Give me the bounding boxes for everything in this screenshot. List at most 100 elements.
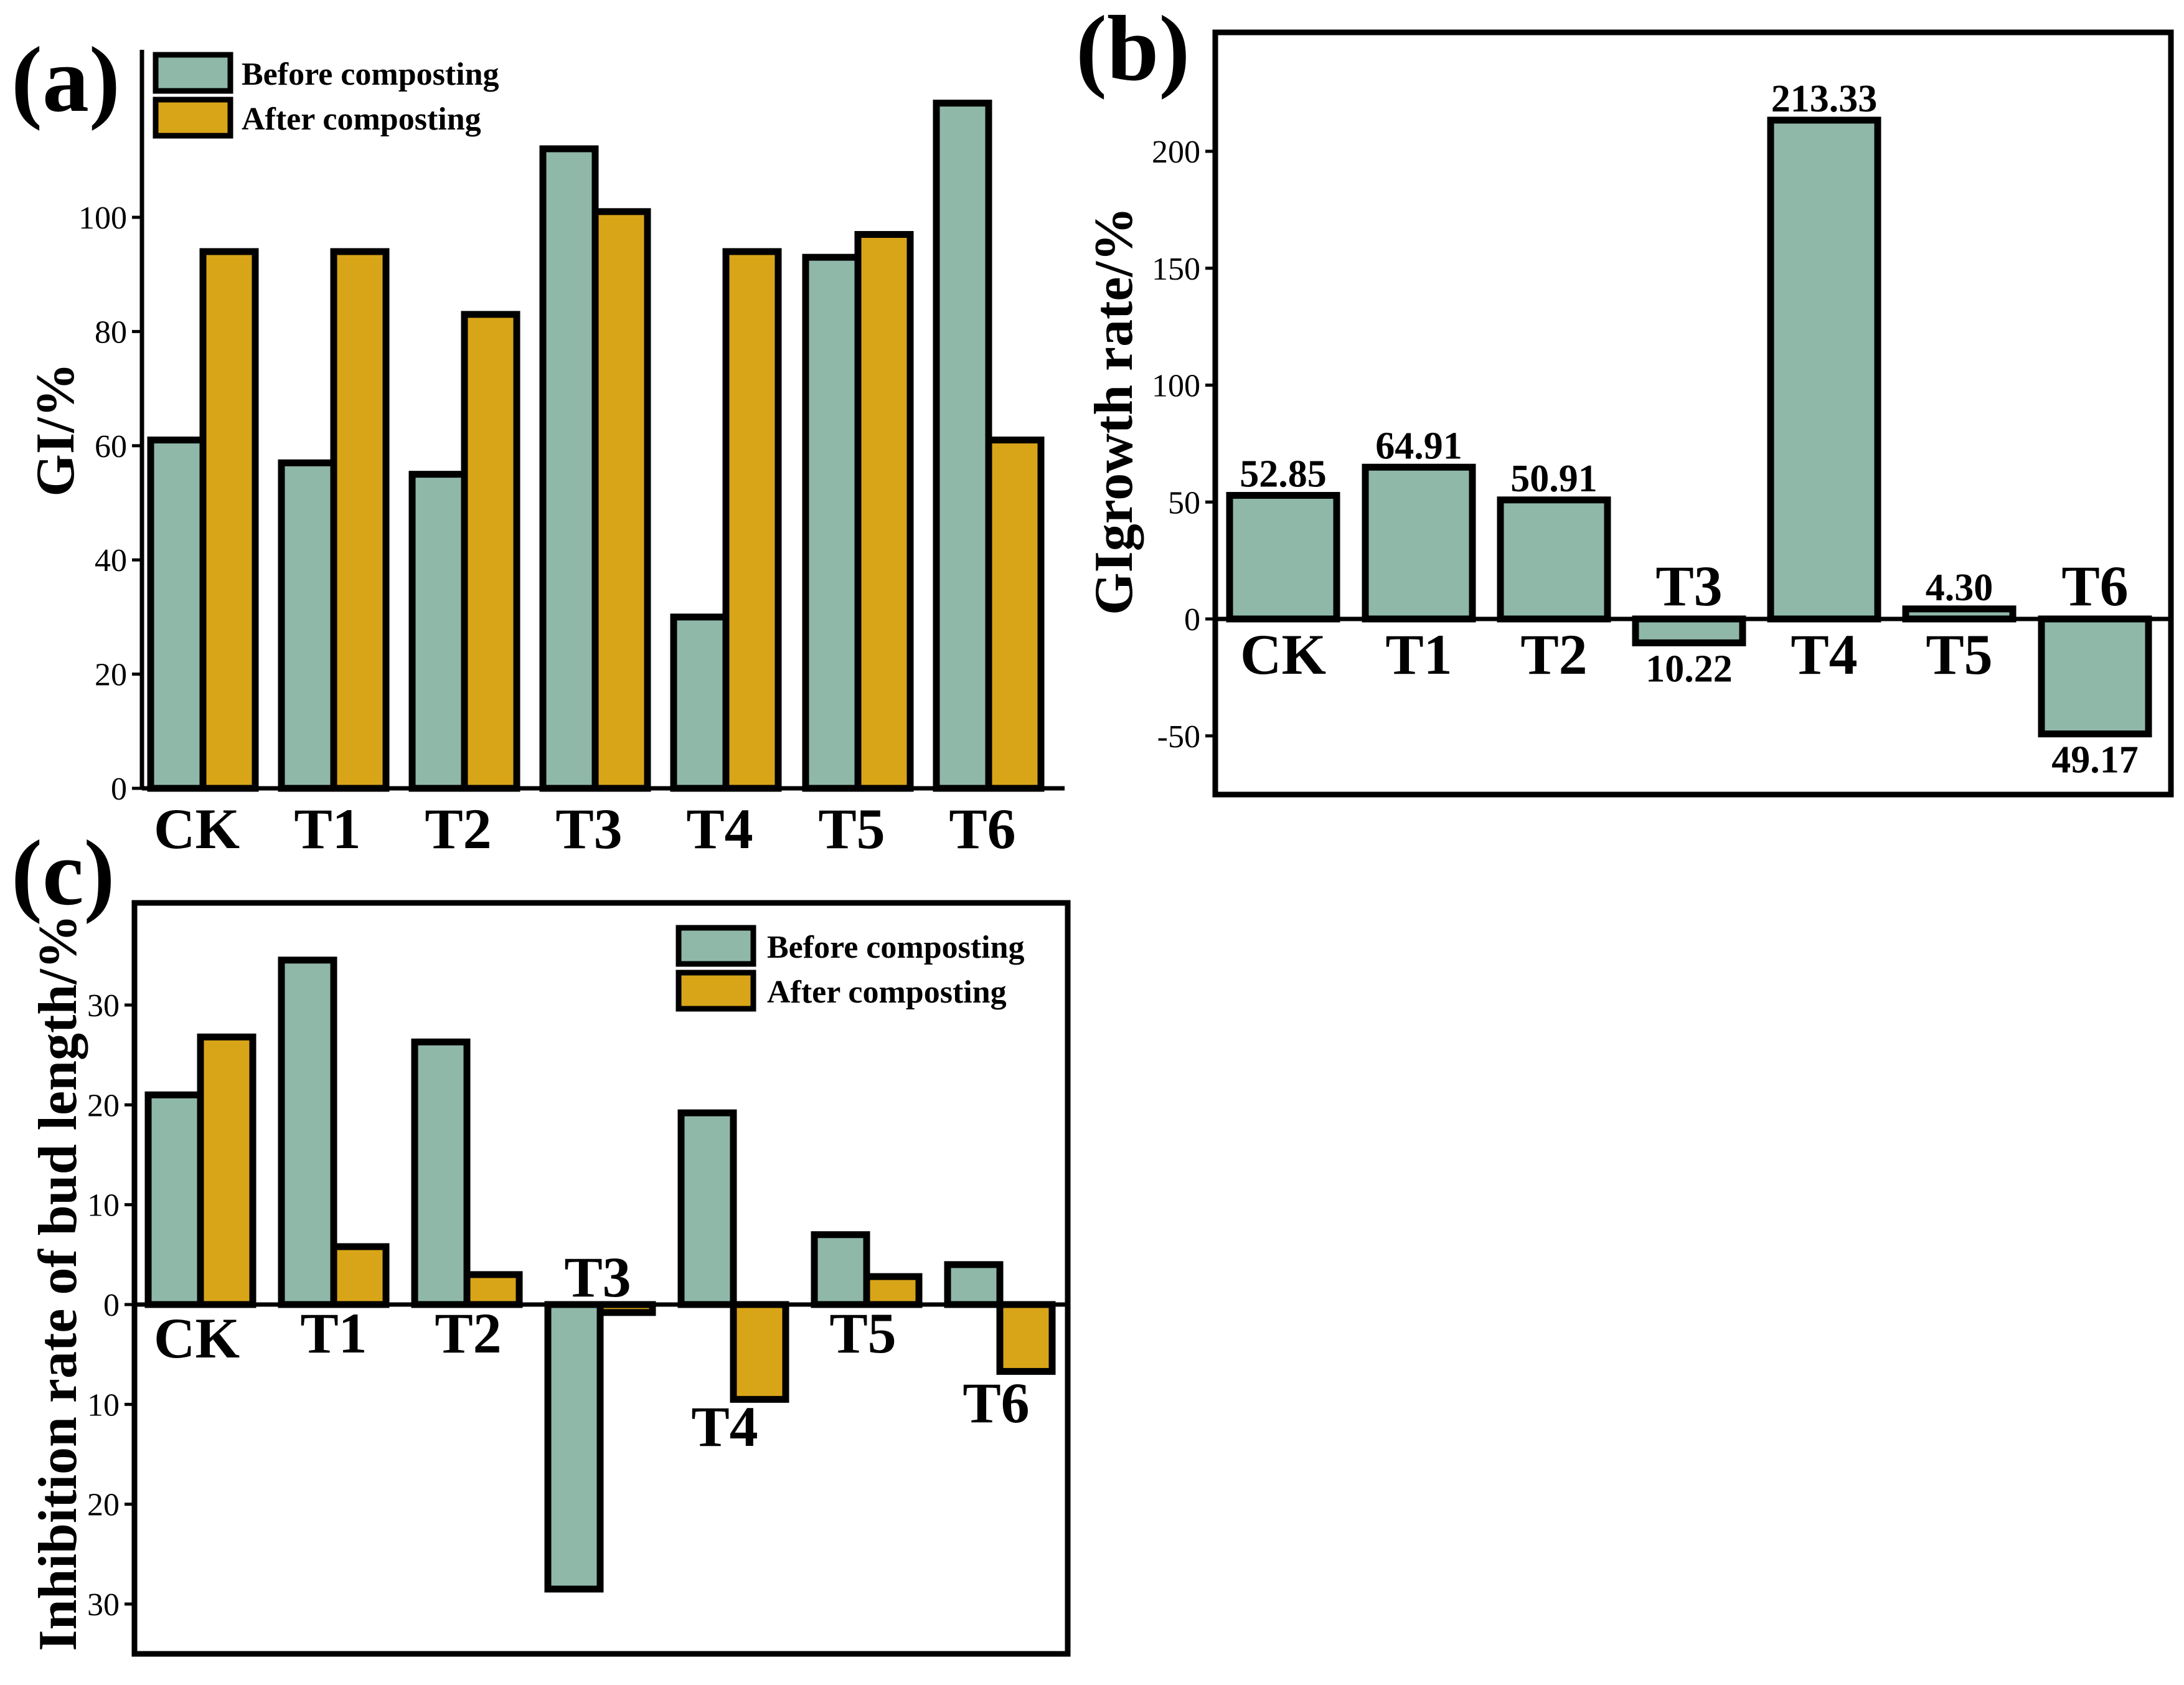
panel-c-category-label: T4 bbox=[691, 1395, 758, 1458]
panel-c-y-tick-label: 10 bbox=[87, 1387, 120, 1423]
panel-b-value-label: 64.91 bbox=[1375, 425, 1462, 467]
panel-c-category-label: T2 bbox=[435, 1301, 501, 1365]
panel-c-y-tick-label: 20 bbox=[87, 1088, 120, 1123]
panel-b-value-label: 52.85 bbox=[1240, 453, 1327, 496]
panel-a-bar-after-t6 bbox=[985, 437, 1045, 792]
panel-a-bars bbox=[147, 100, 1045, 792]
panel-b-bar-ck bbox=[1226, 492, 1340, 623]
panel-b-bar-t1 bbox=[1362, 463, 1476, 623]
panel-a-bar-before-t2 bbox=[408, 471, 468, 792]
panel-b-category-label: T2 bbox=[1520, 623, 1587, 686]
panel-c-category-labels: CK T1 T2 T3 T4 T5 T6 bbox=[154, 1245, 1030, 1458]
panel-c-bar-before-t6 bbox=[944, 1261, 1004, 1308]
panel-a-legend-label-before: Before composting bbox=[242, 57, 499, 92]
panel-a-category-label: T2 bbox=[425, 797, 491, 861]
panel-a-bar-before-ck bbox=[147, 437, 207, 792]
panel-b-category-label: T3 bbox=[1655, 554, 1722, 618]
panel-a-bar-after-t3 bbox=[591, 208, 651, 792]
panel-c-legend-label-before: Before composting bbox=[767, 930, 1025, 965]
panel-c-y-tick-label: 30 bbox=[87, 1587, 120, 1623]
panel-a-y-tick-label: 100 bbox=[78, 201, 127, 236]
panel-a-category-label: T5 bbox=[818, 797, 885, 861]
panel-b-letter: (b) bbox=[1076, 0, 1190, 100]
panel-b-y-tick-label: 150 bbox=[1152, 252, 1200, 287]
panel-c-legend-label-after: After composting bbox=[767, 975, 1007, 1010]
panel-a-legend-label-after: After composting bbox=[242, 101, 481, 137]
panel-c-bar-before-t2 bbox=[411, 1038, 471, 1308]
panel-c-y-tick-label: 30 bbox=[87, 988, 120, 1024]
panel-b-value-label: 10.22 bbox=[1645, 648, 1733, 690]
panel-a-legend: Before composting After composting bbox=[153, 52, 499, 139]
panel-c-category-label: T3 bbox=[564, 1245, 631, 1309]
panel-b-value-label: 50.91 bbox=[1510, 458, 1598, 500]
panel-c-bar-after-t4 bbox=[730, 1301, 789, 1403]
panel-a-y-tick-label: 80 bbox=[95, 314, 127, 350]
panel-a-bar-after-t4 bbox=[722, 248, 782, 792]
panel-a-bar-after-ck bbox=[199, 248, 259, 792]
panel-a-category-label: T4 bbox=[686, 797, 753, 861]
panel-c-y-axis-label: Inhibition rate of bud length/% bbox=[28, 914, 88, 1651]
panel-c-frame bbox=[131, 900, 1071, 1657]
panel-b-chart: (b) GIgrowth rate/% -50 0 50 100 150 200 CK T1… bbox=[1076, 0, 2174, 798]
panel-c-bar-before-ck bbox=[144, 1091, 204, 1308]
panel-c-letter: (c) bbox=[11, 821, 115, 925]
panel-b-value-labels: 52.85 64.91 50.91 10.22 213.33 4.30 49.17 bbox=[1240, 78, 2139, 781]
panel-b-y-tick-label: 200 bbox=[1152, 135, 1200, 170]
panel-a-category-label: T3 bbox=[555, 797, 622, 861]
panel-b-y-axis-label: GIgrowth rate/% bbox=[1084, 207, 1144, 615]
panel-a-bar-before-t3 bbox=[539, 145, 599, 792]
panel-c-legend-swatch-after bbox=[675, 970, 756, 1012]
panel-c-bar-after-t1 bbox=[330, 1243, 390, 1308]
panel-b-y-tick-label: -50 bbox=[1157, 719, 1200, 755]
panel-b-frame bbox=[1212, 29, 2174, 798]
panel-a-category-label: T6 bbox=[949, 797, 1015, 861]
panel-c-y-tick-label: 0 bbox=[103, 1288, 120, 1323]
panel-c-category-label: T6 bbox=[963, 1371, 1029, 1435]
panel-a-bar-after-t2 bbox=[461, 311, 520, 792]
panel-a-bar-before-t4 bbox=[670, 613, 730, 792]
panel-b-category-label: CK bbox=[1240, 623, 1326, 686]
panel-b-bar-t4 bbox=[1767, 116, 1881, 623]
panel-a-bar-after-t5 bbox=[854, 231, 914, 792]
panel-c-bar-before-t1 bbox=[278, 956, 337, 1308]
panel-c-bar-before-t4 bbox=[677, 1109, 737, 1308]
panel-c-category-label: CK bbox=[154, 1306, 240, 1370]
panel-b-value-label: 49.17 bbox=[2051, 739, 2139, 781]
panel-a-y-tick-label: 40 bbox=[95, 543, 127, 578]
panel-a-legend-swatch-before bbox=[153, 52, 233, 94]
panel-b-y-tick-label: 100 bbox=[1152, 369, 1200, 404]
panel-b-value-label: 213.33 bbox=[1771, 78, 1878, 120]
panel-a-bar-before-t5 bbox=[802, 253, 862, 792]
panel-a-legend-swatch-after bbox=[153, 97, 233, 139]
panel-c-category-label: T1 bbox=[300, 1301, 367, 1365]
panel-a-y-tick-label: 20 bbox=[95, 658, 127, 693]
panel-b-category-label: T5 bbox=[1926, 623, 1992, 686]
panel-b-category-label: T4 bbox=[1791, 623, 1857, 686]
panel-a-y-tick-label: 0 bbox=[111, 772, 127, 807]
panel-a-y-tick-label: 60 bbox=[95, 429, 127, 465]
panel-c-bar-after-t6 bbox=[996, 1301, 1056, 1375]
panel-b-category-label: T6 bbox=[2061, 554, 2128, 618]
panel-c-legend: Before composting After composting bbox=[675, 925, 1025, 1012]
panel-a-y-ticks: 0 20 40 60 80 100 bbox=[78, 201, 142, 807]
panel-b-y-tick-label: 50 bbox=[1168, 485, 1200, 521]
panel-b-bars bbox=[1226, 116, 2152, 738]
panel-b-category-labels: CK T1 T2 T3 T4 T5 T6 bbox=[1240, 554, 2129, 686]
panel-c-bar-after-t5 bbox=[863, 1273, 923, 1308]
panel-c-bar-before-t5 bbox=[811, 1231, 870, 1308]
panel-a-category-labels: CK T1 T2 T3 T4 T5 T6 bbox=[154, 797, 1016, 861]
panel-c-bars bbox=[144, 956, 1056, 1593]
panel-b-bar-t2 bbox=[1497, 496, 1611, 623]
panel-c-bar-after-t2 bbox=[463, 1271, 523, 1308]
panel-b-value-label: 4.30 bbox=[1926, 567, 1993, 609]
panel-c-bar-before-t3 bbox=[544, 1301, 604, 1593]
panel-b-bar-t6 bbox=[2038, 615, 2152, 738]
panel-a-letter: (a) bbox=[11, 28, 120, 131]
panel-b-y-tick-label: 0 bbox=[1184, 602, 1200, 638]
panel-c-category-label: T5 bbox=[829, 1301, 896, 1365]
panel-c-y-ticks: 30 20 10 0 10 20 30 bbox=[87, 988, 134, 1623]
panel-a-y-axis-label: GI/% bbox=[26, 362, 86, 496]
panel-c-bar-after-ck bbox=[197, 1033, 257, 1308]
panel-a-bar-after-t1 bbox=[330, 248, 390, 792]
